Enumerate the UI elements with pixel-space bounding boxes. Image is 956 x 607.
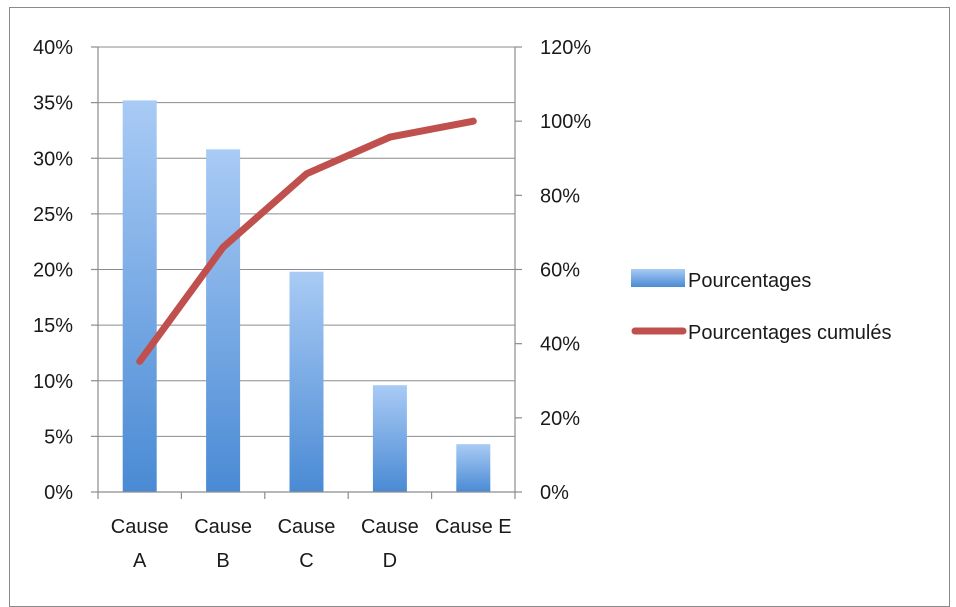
left-tick-label: 25% xyxy=(33,204,73,226)
right-tick-label: 100% xyxy=(540,111,591,133)
legend-label-pourcentages: Pourcentages xyxy=(688,270,811,292)
left-tick-label: 0% xyxy=(44,482,73,504)
x-tick-label: Cause E xyxy=(435,516,512,538)
left-tick-label: 30% xyxy=(33,148,73,170)
pareto-chart: 0% 5% 10% 15% 20% 25% 30% 35% 40% 0% 20% 40% 60% 80% 1… xyxy=(0,0,956,583)
right-tick-label: 40% xyxy=(540,334,580,356)
left-tick-label: 10% xyxy=(33,371,73,393)
left-tick-label: 40% xyxy=(33,37,73,59)
left-tick-label: 35% xyxy=(33,93,73,115)
right-tick-label: 0% xyxy=(540,482,569,504)
legend-swatch-bar xyxy=(631,269,685,287)
right-tick-label: 60% xyxy=(540,260,580,282)
bar xyxy=(290,272,324,492)
left-tick-label: 5% xyxy=(44,426,73,448)
right-tick-label: 120% xyxy=(540,37,591,59)
right-tick-label: 20% xyxy=(540,408,580,430)
bars xyxy=(123,100,491,492)
legend-label-cumules: Pourcentages cumulés xyxy=(688,322,891,344)
left-tick-label: 15% xyxy=(33,315,73,337)
left-tick-label: 20% xyxy=(33,260,73,282)
legend: Pourcentages Pourcentages cumulés xyxy=(631,269,891,344)
bar xyxy=(206,149,240,492)
bar xyxy=(456,444,490,492)
bar xyxy=(123,100,157,492)
right-tick-label: 80% xyxy=(540,185,580,207)
bar xyxy=(373,385,407,492)
